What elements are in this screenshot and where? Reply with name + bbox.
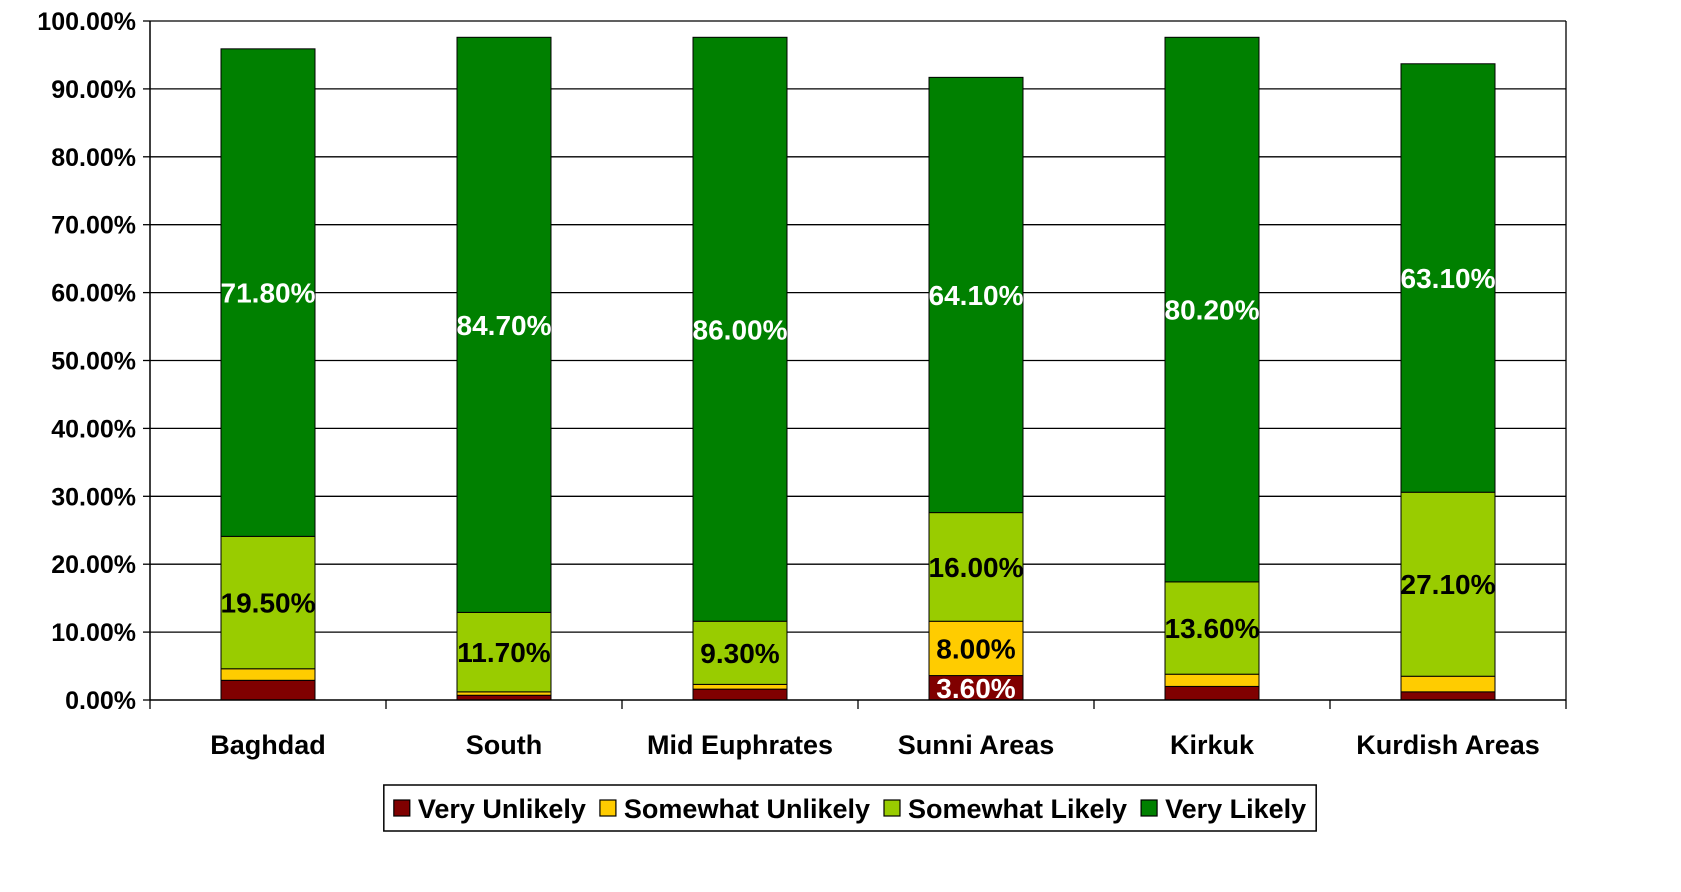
axes: 0.00% 10.00% 20.00% 30.00% 40.00% 50.00% 60.00… — [37, 8, 1567, 760]
y-tick-label: 50.00% — [51, 348, 136, 376]
bar-segment — [692, 36, 788, 622]
legend-swatch — [393, 799, 411, 817]
bar-segment — [1400, 63, 1496, 493]
x-category-label: South — [466, 730, 542, 760]
bar-segment — [692, 620, 788, 685]
x-category-label: Sunni Areas — [898, 730, 1055, 760]
bar-segment — [1164, 36, 1260, 583]
bar-segment — [456, 36, 552, 613]
data-label: 86.00% — [693, 314, 788, 345]
data-label: 64.10% — [929, 280, 1024, 311]
data-label: 19.50% — [221, 588, 316, 619]
x-category-label: Kurdish Areas — [1356, 730, 1540, 760]
y-tick-label: 0.00% — [65, 687, 136, 715]
bar-segment — [692, 688, 788, 701]
bar-segment — [928, 512, 1024, 622]
legend-label: Very Unlikely — [418, 794, 586, 824]
data-label: 84.70% — [457, 310, 552, 341]
legend-label: Very Likely — [1165, 794, 1306, 824]
y-tick-label: 70.00% — [51, 212, 136, 240]
legend-swatch — [883, 799, 901, 817]
bar-segment — [220, 668, 316, 681]
bar-segment — [1164, 581, 1260, 675]
data-label: 71.80% — [221, 278, 316, 309]
y-tick-label: 30.00% — [51, 483, 136, 511]
data-label: 63.10% — [1401, 263, 1496, 294]
x-category-label: Baghdad — [210, 730, 326, 760]
data-label: 9.30% — [700, 638, 779, 669]
bar-segment — [1400, 691, 1496, 701]
bar-segment — [1164, 673, 1260, 687]
y-tick-label: 20.00% — [51, 551, 136, 579]
bars — [220, 36, 1496, 701]
legend: Very Unlikely Somewhat Unlikely Somewhat L… — [383, 784, 1317, 832]
y-tick-label: 100.00% — [37, 8, 136, 36]
legend-box — [383, 784, 1317, 832]
bar-segment — [1400, 491, 1496, 677]
x-category-label: Mid Euphrates — [647, 730, 833, 760]
y-tick-label: 10.00% — [51, 619, 136, 647]
data-label: 8.00% — [936, 633, 1015, 664]
bar-segment — [928, 675, 1024, 701]
data-label: 27.10% — [1401, 569, 1496, 600]
legend-label: Somewhat Unlikely — [624, 794, 870, 824]
y-tick-label: 40.00% — [51, 415, 136, 443]
data-label: 3.60% — [936, 673, 1015, 704]
gridlines — [150, 20, 1566, 633]
bar-segment — [220, 679, 316, 701]
data-label: 80.20% — [1165, 295, 1260, 326]
legend-label: Somewhat Likely — [908, 794, 1127, 824]
bar-segment — [1400, 675, 1496, 693]
bar-segment — [456, 691, 552, 696]
data-label: 16.00% — [929, 552, 1024, 583]
data-labels: 19.50% 71.80% 11.70% 84.70% 9.30% 86.00% 3.60%… — [221, 263, 1496, 704]
legend-swatch — [1140, 799, 1158, 817]
bar-segment — [1164, 685, 1260, 701]
bar-segment — [220, 48, 316, 537]
bar-segment — [928, 76, 1024, 514]
legend-swatch — [599, 799, 617, 817]
data-label: 11.70% — [457, 637, 551, 668]
y-tick-label: 80.00% — [51, 144, 136, 172]
bar-segment — [456, 611, 552, 693]
y-tick-label: 60.00% — [51, 280, 136, 308]
x-category-label: Kirkuk — [1170, 730, 1255, 760]
bar-segment — [692, 683, 788, 690]
data-label: 13.60% — [1165, 613, 1260, 644]
y-tick-label: 90.00% — [51, 76, 136, 104]
